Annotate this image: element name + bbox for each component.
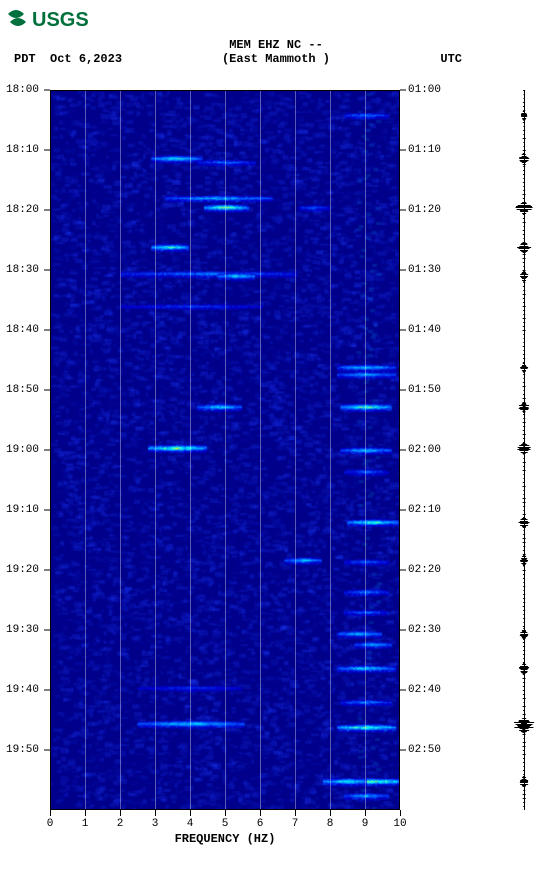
ytick-left-label: 18:20 — [6, 204, 39, 216]
waveform-packet — [504, 554, 544, 566]
right-timezone-label: UTC — [440, 52, 462, 66]
gridline — [365, 90, 366, 810]
ytick-left-label: 18:00 — [6, 84, 39, 96]
xtick-label: 2 — [117, 818, 124, 830]
ytick-mark — [400, 270, 406, 271]
waveform-packet — [504, 270, 544, 282]
ytick-mark — [400, 509, 406, 510]
xtick-mark — [190, 810, 191, 816]
xtick-label: 7 — [292, 818, 299, 830]
gridline — [85, 90, 86, 810]
ytick-mark — [44, 630, 50, 631]
gridline — [190, 90, 191, 810]
svg-text:USGS: USGS — [32, 9, 89, 31]
ytick-mark — [400, 329, 406, 330]
ytick-mark — [400, 210, 406, 211]
ytick-mark — [44, 149, 50, 150]
xtick-mark — [365, 810, 366, 816]
xtick-mark — [120, 810, 121, 816]
xtick-mark — [155, 810, 156, 816]
ytick-right-label: 01:00 — [408, 84, 441, 96]
ytick-mark — [400, 149, 406, 150]
gridline — [260, 90, 261, 810]
gridline — [225, 90, 226, 810]
ytick-right-label: 02:40 — [408, 684, 441, 696]
ytick-mark — [44, 329, 50, 330]
ytick-mark — [44, 689, 50, 690]
xtick-label: 6 — [257, 818, 264, 830]
ytick-right-label: 02:10 — [408, 504, 441, 516]
ytick-right-label: 01:40 — [408, 324, 441, 336]
ytick-mark — [400, 450, 406, 451]
ytick-mark — [44, 270, 50, 271]
xtick-label: 9 — [362, 818, 369, 830]
ytick-mark — [44, 750, 50, 751]
usgs-logo: USGS — [6, 6, 106, 32]
ytick-left-label: 19:20 — [6, 564, 39, 576]
ytick-mark — [400, 90, 406, 91]
ytick-mark — [44, 450, 50, 451]
ytick-left-label: 19:50 — [6, 744, 39, 756]
xtick-label: 8 — [327, 818, 334, 830]
ytick-mark — [44, 210, 50, 211]
xtick-mark — [50, 810, 51, 816]
ytick-right-label: 02:30 — [408, 624, 441, 636]
waveform-packet — [504, 442, 544, 454]
gridline — [120, 90, 121, 810]
xtick-label: 10 — [393, 818, 406, 830]
xtick-mark — [85, 810, 86, 816]
ytick-right-label: 02:20 — [408, 564, 441, 576]
ytick-right-label: 02:00 — [408, 444, 441, 456]
ytick-right-label: 02:50 — [408, 744, 441, 756]
left-timezone-label: PDT Oct 6,2023 — [14, 52, 122, 66]
xtick-mark — [260, 810, 261, 816]
ytick-left-label: 18:10 — [6, 144, 39, 156]
spectrogram-plot — [50, 90, 400, 810]
ytick-left-label: 18:50 — [6, 384, 39, 396]
xtick-label: 3 — [152, 818, 159, 830]
gridline — [295, 90, 296, 810]
ytick-left-label: 19:10 — [6, 504, 39, 516]
ytick-left-label: 19:00 — [6, 444, 39, 456]
ytick-mark — [400, 689, 406, 690]
waveform-packet — [504, 662, 544, 674]
ytick-right-label: 01:10 — [408, 144, 441, 156]
title-line1: MEM EHZ NC -- — [0, 38, 552, 52]
xtick-mark — [295, 810, 296, 816]
ytick-mark — [44, 90, 50, 91]
ytick-mark — [400, 630, 406, 631]
xtick-label: 4 — [187, 818, 194, 830]
xtick-label: 1 — [82, 818, 89, 830]
ytick-mark — [44, 570, 50, 571]
x-axis-label: FREQUENCY (HZ) — [50, 832, 400, 846]
xtick-mark — [330, 810, 331, 816]
xtick-label: 5 — [222, 818, 229, 830]
ytick-right-label: 01:30 — [408, 264, 441, 276]
gridline — [155, 90, 156, 810]
ytick-left-label: 19:40 — [6, 684, 39, 696]
ytick-mark — [44, 509, 50, 510]
ytick-mark — [400, 570, 406, 571]
gridline — [330, 90, 331, 810]
waveform-sidebar — [504, 90, 544, 810]
ytick-right-label: 01:50 — [408, 384, 441, 396]
xtick-label: 0 — [47, 818, 54, 830]
xtick-mark — [225, 810, 226, 816]
ytick-left-label: 19:30 — [6, 624, 39, 636]
ytick-mark — [400, 750, 406, 751]
ytick-mark — [44, 390, 50, 391]
ytick-left-label: 18:30 — [6, 264, 39, 276]
ytick-mark — [400, 390, 406, 391]
ytick-right-label: 01:20 — [408, 204, 441, 216]
xtick-mark — [400, 810, 401, 816]
ytick-left-label: 18:40 — [6, 324, 39, 336]
waveform-packet — [504, 201, 544, 213]
